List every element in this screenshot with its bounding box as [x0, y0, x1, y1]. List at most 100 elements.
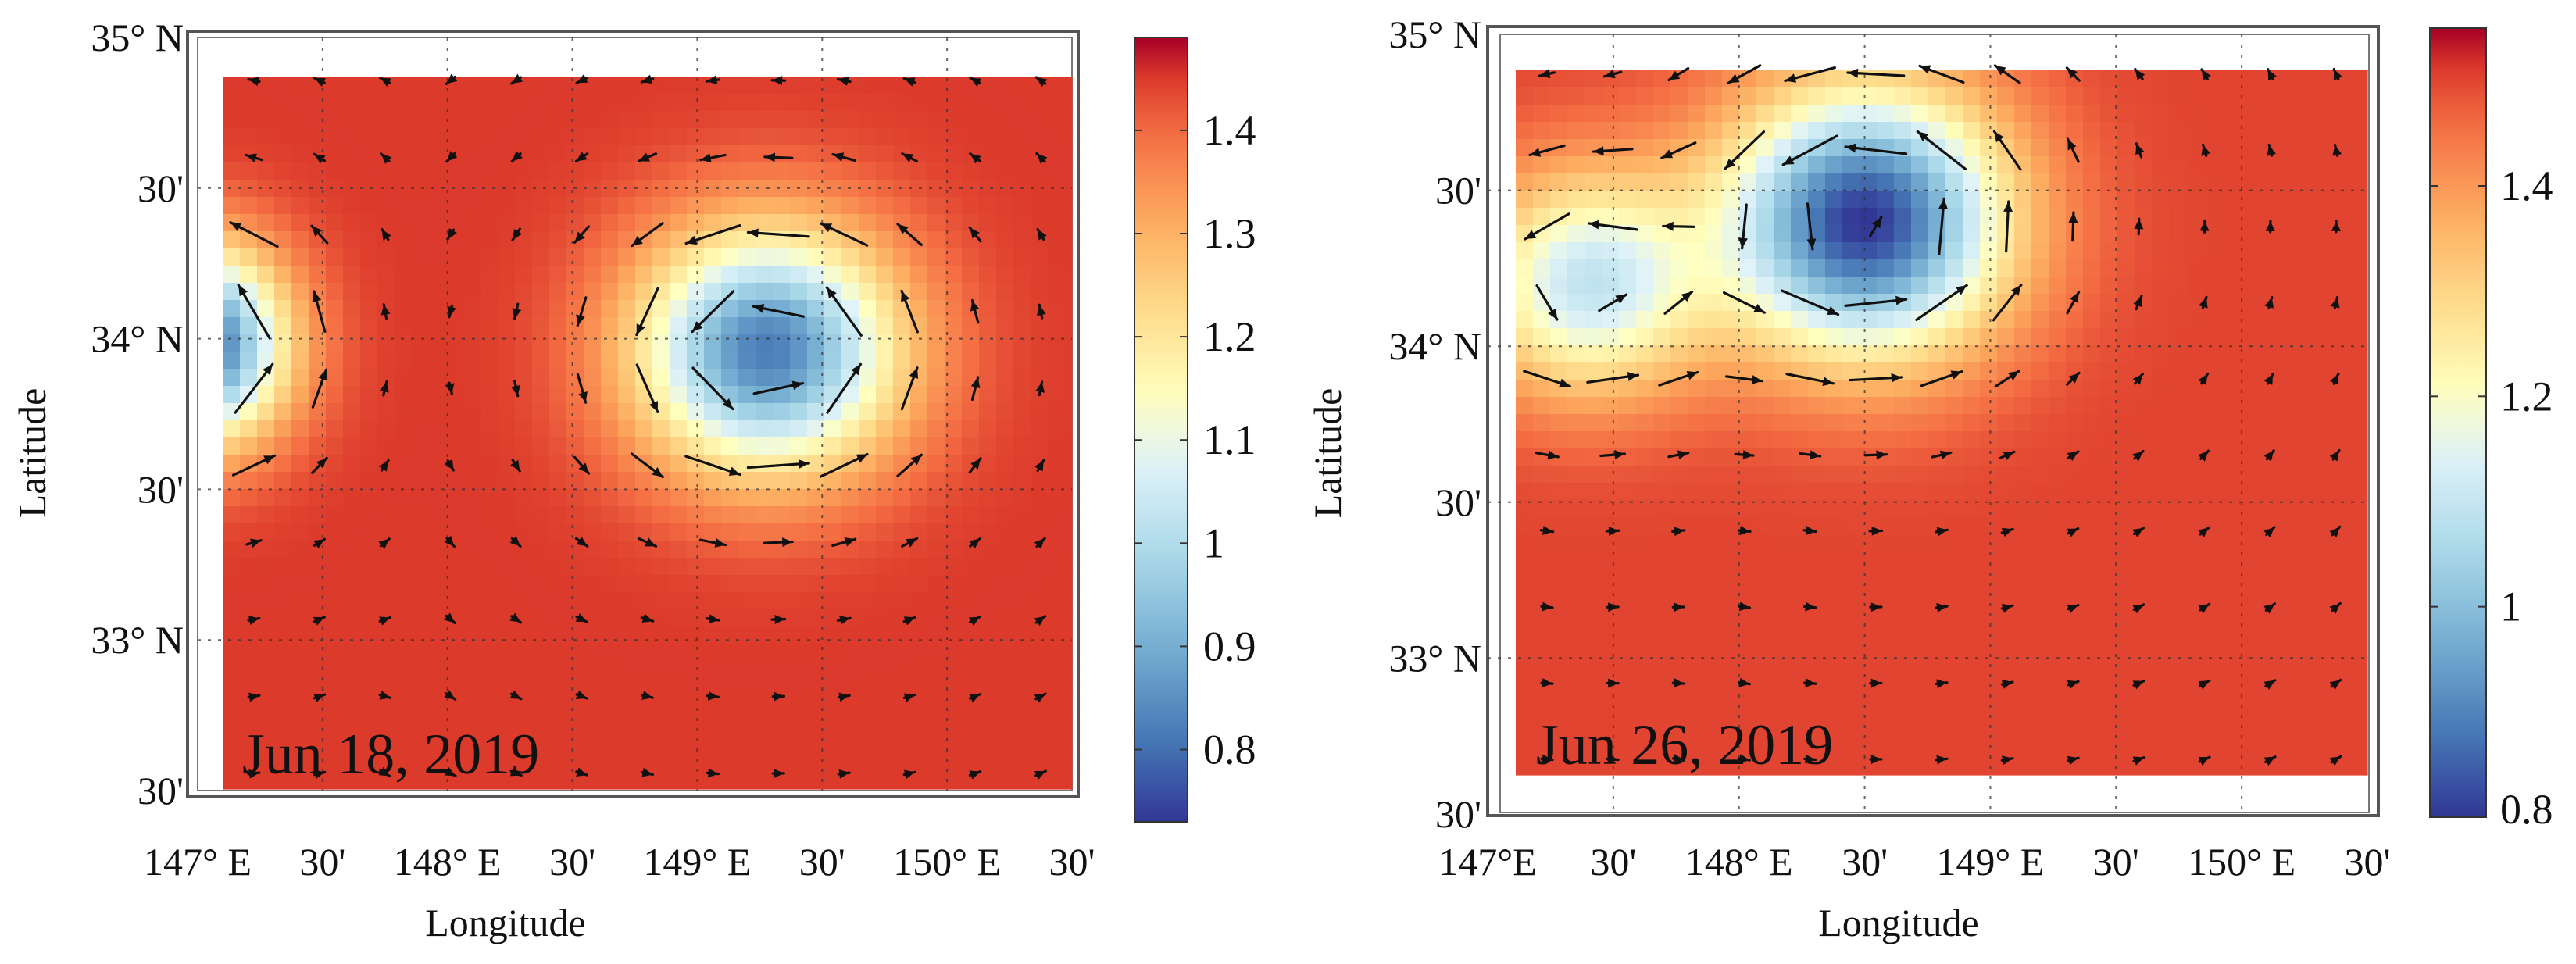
field-cell [1013, 609, 1031, 627]
field-cell [1567, 706, 1585, 724]
field-cell [1945, 242, 1963, 260]
field-cell [1533, 552, 1551, 569]
field-cell [412, 180, 430, 198]
field-cell [1894, 672, 1912, 690]
field-cell [1653, 311, 1671, 329]
field-cell [2169, 311, 2187, 329]
field-cell [257, 128, 275, 146]
field-cell [2169, 431, 2187, 449]
field-cell [2152, 70, 2170, 88]
field-cell [2049, 637, 2067, 655]
field-cell [824, 609, 842, 627]
field-cell [979, 334, 997, 352]
field-cell [1791, 173, 1809, 191]
field-cell [1774, 552, 1792, 569]
field-cell [2135, 569, 2153, 587]
field-cell [1550, 689, 1568, 707]
field-cell [2306, 345, 2324, 363]
field-cell [2031, 517, 2049, 535]
field-cell [945, 575, 963, 593]
field-cell [1980, 87, 1998, 105]
field-cell [2135, 534, 2153, 552]
field-cell [652, 420, 670, 438]
field-cell [1670, 431, 1688, 449]
field-cell [1980, 741, 1998, 759]
current-arrow [2065, 371, 2081, 386]
field-cell [2014, 414, 2032, 432]
field-cell [635, 644, 653, 662]
field-cell [945, 300, 963, 318]
field-cell [618, 489, 636, 507]
field-cell [2083, 466, 2101, 484]
field-cell [1980, 534, 1998, 552]
field-cell [652, 489, 670, 507]
current-arrow [2199, 295, 2208, 309]
field-cell [1550, 637, 1568, 655]
field-cell [1963, 500, 1981, 518]
field-cell [1980, 122, 1998, 140]
field-cell [1585, 139, 1602, 157]
field-cell [2014, 191, 2032, 209]
field-cell [2049, 655, 2067, 673]
field-cell [1585, 569, 1602, 587]
field-cell [1894, 380, 1912, 398]
field-cell [601, 420, 619, 438]
field-cell [1945, 672, 1963, 690]
current-arrow [2329, 525, 2342, 538]
field-cell [1756, 311, 1774, 329]
field-cell [2186, 277, 2204, 295]
field-cell [1031, 369, 1049, 387]
current-arrow [2267, 68, 2277, 81]
field-cell [274, 627, 292, 644]
field-cell [549, 506, 567, 524]
field-cell [412, 128, 430, 146]
field-cell [876, 197, 894, 215]
field-cell [326, 231, 344, 249]
field-cell [618, 523, 636, 541]
field-cell [1756, 173, 1774, 191]
field-cell [1791, 569, 1809, 587]
field-cell [2152, 294, 2170, 312]
field-cell [1550, 723, 1568, 741]
field-cell [223, 575, 241, 593]
field-cell [1963, 534, 1981, 552]
field-cell [2203, 500, 2221, 518]
field-cell [1963, 689, 1981, 707]
field-cell [1602, 723, 1620, 741]
field-cell [893, 352, 911, 370]
field-cell [532, 747, 550, 765]
field-cell [704, 214, 722, 232]
field-cell [1825, 122, 1843, 140]
current-arrow [1869, 216, 1883, 237]
field-cell [618, 369, 636, 387]
field-cell [566, 283, 584, 301]
field-cell [2289, 603, 2307, 621]
field-cell [532, 369, 550, 387]
field-cell [1653, 139, 1671, 157]
field-cell [2324, 689, 2342, 707]
field-cell [2238, 448, 2256, 466]
field-cell [1065, 369, 1073, 387]
field-cell [2203, 242, 2221, 260]
field-cell [841, 506, 859, 524]
field-cell [876, 661, 894, 679]
field-cell [1911, 397, 1929, 415]
field-cell [481, 558, 498, 576]
field-cell [1031, 437, 1049, 455]
field-cell [2014, 466, 2032, 484]
field-cell [773, 94, 791, 112]
field-cell [2169, 672, 2187, 690]
field-cell [1894, 208, 1912, 226]
field-cell [2324, 345, 2342, 363]
field-cell [1619, 87, 1637, 105]
field-cell [2100, 242, 2118, 260]
field-cell [2186, 672, 2204, 690]
field-cell [1894, 689, 1912, 707]
field-cell [1585, 620, 1602, 638]
field-cell [1065, 437, 1073, 455]
field-cell [1756, 362, 1774, 380]
field-cell [2117, 70, 2135, 88]
field-cell [481, 77, 498, 95]
field-cell [979, 712, 997, 730]
field-cell [2203, 723, 2221, 741]
